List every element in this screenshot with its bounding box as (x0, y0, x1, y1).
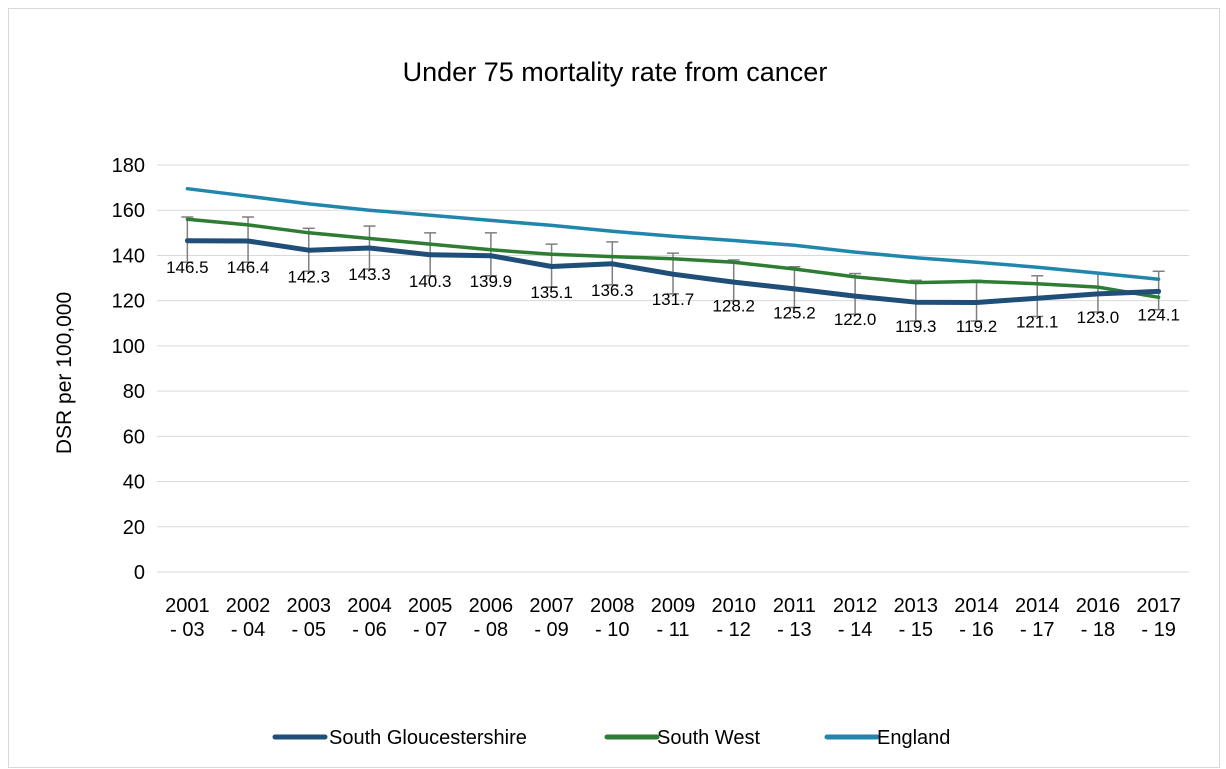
legend: South Gloucestershire South West England (272, 727, 950, 749)
legend-label: South West (657, 727, 760, 749)
x-tick-label-line: - 05 (292, 619, 326, 641)
x-tick-label: 2003- 05 (287, 595, 332, 641)
y-axis-ticks: 0 20 40 60 80 100 120 140 160 180 (112, 155, 145, 584)
x-tick-label: 2013- 15 (894, 595, 939, 641)
legend-item: South Gloucestershire (272, 727, 527, 749)
x-tick-label-line: - 06 (352, 619, 386, 641)
x-tick-label-line: 2003 (287, 595, 332, 617)
data-label: 136.3 (591, 281, 634, 300)
data-labels: 146.5 146.4 142.3 143.3 140.3 139.9 135.1 136.3… (166, 258, 1180, 336)
y-tick-label: 160 (112, 200, 145, 222)
x-tick-label: 2014- 16 (954, 595, 999, 641)
data-label: 140.3 (409, 272, 452, 291)
x-tick-label: 2006- 08 (469, 595, 514, 641)
data-label: 131.7 (652, 290, 695, 309)
x-tick-label: 2008- 10 (590, 595, 635, 641)
y-tick-label: 60 (123, 426, 145, 448)
y-tick-label: 80 (123, 381, 145, 403)
x-tick-label-line: - 19 (1141, 619, 1175, 641)
x-tick-label-line: - 11 (657, 619, 690, 641)
x-tick-label: 2002- 04 (226, 595, 271, 641)
x-tick-label-line: - 07 (413, 619, 447, 641)
x-tick-label-line: 2013 (894, 595, 939, 617)
legend-label: South Gloucestershire (329, 727, 527, 749)
y-tick-label: 100 (112, 336, 145, 358)
data-label: 121.1 (1016, 312, 1059, 331)
series-lines (184, 186, 1162, 305)
data-label: 119.3 (895, 317, 936, 336)
x-tick-label-line: - 15 (899, 619, 933, 641)
x-tick-label: 2011- 13 (773, 595, 816, 641)
x-tick-label-line: - 03 (170, 619, 204, 641)
x-tick-label-line: 2014 (954, 595, 999, 617)
data-label: 125.2 (773, 303, 816, 322)
x-tick-label-line: 2017 (1136, 595, 1181, 617)
data-label: 146.4 (227, 258, 270, 277)
series-line-england (185, 186, 1161, 281)
x-tick-label-line: - 09 (534, 619, 568, 641)
chart-frame: Under 75 mortality rate from cancer DSR … (8, 8, 1220, 768)
y-tick-label: 40 (123, 472, 145, 494)
x-tick-label-line: 2004 (347, 595, 392, 617)
x-tick-label-line: - 04 (231, 619, 265, 641)
x-tick-label-line: 2010 (711, 595, 756, 617)
x-tick-label: 2005- 07 (408, 595, 453, 641)
x-tick-label: 2007- 09 (529, 595, 574, 641)
x-tick-label: 2001- 03 (165, 595, 210, 641)
x-tick-label-line: - 18 (1081, 619, 1115, 641)
legend-item: South West (604, 727, 760, 749)
x-tick-label-line: 2005 (408, 595, 453, 617)
legend-label: England (877, 727, 950, 749)
x-axis-ticks: 2001- 03 2002- 04 2003- 05 2004- 06 2005- 07… (165, 595, 1181, 641)
x-tick-label-line: - 08 (474, 619, 508, 641)
x-tick-label: 2017- 19 (1136, 595, 1181, 641)
x-tick-label-line: - 14 (838, 619, 872, 641)
x-tick-label-line: - 16 (959, 619, 993, 641)
x-tick-label-line: 2012 (833, 595, 878, 617)
data-label: 119.2 (956, 317, 997, 336)
x-tick-label-line: 2011 (773, 595, 816, 617)
series-line-south-gloucestershire (184, 238, 1162, 305)
y-tick-label: 20 (123, 517, 145, 539)
x-tick-label: 2004- 06 (347, 595, 392, 641)
x-tick-label-line: - 10 (595, 619, 629, 641)
data-label: 139.9 (470, 272, 513, 291)
data-label: 124.1 (1137, 306, 1180, 325)
x-tick-label-line: - 13 (777, 619, 811, 641)
data-label: 135.1 (530, 283, 573, 302)
y-tick-label: 140 (112, 245, 145, 267)
data-label: 143.3 (348, 265, 391, 284)
x-tick-label-line: 2014 (1015, 595, 1060, 617)
x-tick-label: 2014- 17 (1015, 595, 1060, 641)
x-tick-label: 2012- 14 (833, 595, 878, 641)
series-line-south-west (185, 217, 1161, 300)
y-tick-label: 180 (112, 155, 145, 177)
y-tick-label: 0 (134, 562, 145, 584)
x-tick-label-line: 2002 (226, 595, 271, 617)
x-tick-label-line: 2001 (165, 595, 210, 617)
x-tick-label-line: 2006 (469, 595, 514, 617)
y-tick-label: 120 (112, 291, 145, 313)
line-chart: Under 75 mortality rate from cancer DSR … (53, 57, 1189, 749)
x-tick-label: 2016- 18 (1076, 595, 1121, 641)
data-label: 146.5 (166, 258, 209, 277)
chart-title: Under 75 mortality rate from cancer (403, 57, 828, 87)
x-tick-label-line: - 12 (716, 619, 750, 641)
x-tick-label-line: 2008 (590, 595, 635, 617)
x-tick-label-line: 2016 (1076, 595, 1121, 617)
x-tick-label: 2009- 11 (651, 595, 696, 641)
data-label: 142.3 (287, 267, 330, 286)
x-tick-label-line: - 17 (1020, 619, 1054, 641)
data-label: 122.0 (834, 310, 877, 329)
data-label: 123.0 (1077, 308, 1120, 327)
y-axis-label: DSR per 100,000 (53, 292, 76, 454)
gridlines (157, 164, 1189, 573)
x-tick-label-line: 2007 (529, 595, 574, 617)
data-label: 128.2 (712, 297, 755, 316)
x-tick-label-line: 2009 (651, 595, 696, 617)
legend-item: England (824, 727, 950, 749)
x-tick-label: 2010- 12 (711, 595, 756, 641)
